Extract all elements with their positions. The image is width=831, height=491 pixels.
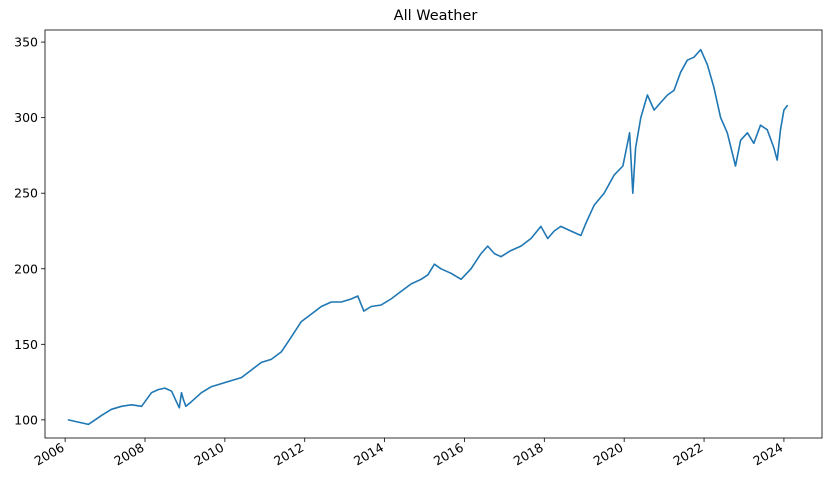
series-line-1 — [67, 48, 789, 426]
y-tick-label-300: 300 — [14, 110, 38, 125]
y-tick-label-250: 250 — [14, 186, 38, 201]
y-tick-label-350: 350 — [14, 35, 38, 50]
axes-frame — [44, 29, 823, 439]
y-tick-label-150: 150 — [14, 337, 38, 352]
plot-area — [67, 48, 789, 426]
chart-title: All Weather — [394, 8, 478, 24]
y-tick-label-100: 100 — [14, 412, 38, 427]
y-tick-label-200: 200 — [14, 261, 38, 276]
